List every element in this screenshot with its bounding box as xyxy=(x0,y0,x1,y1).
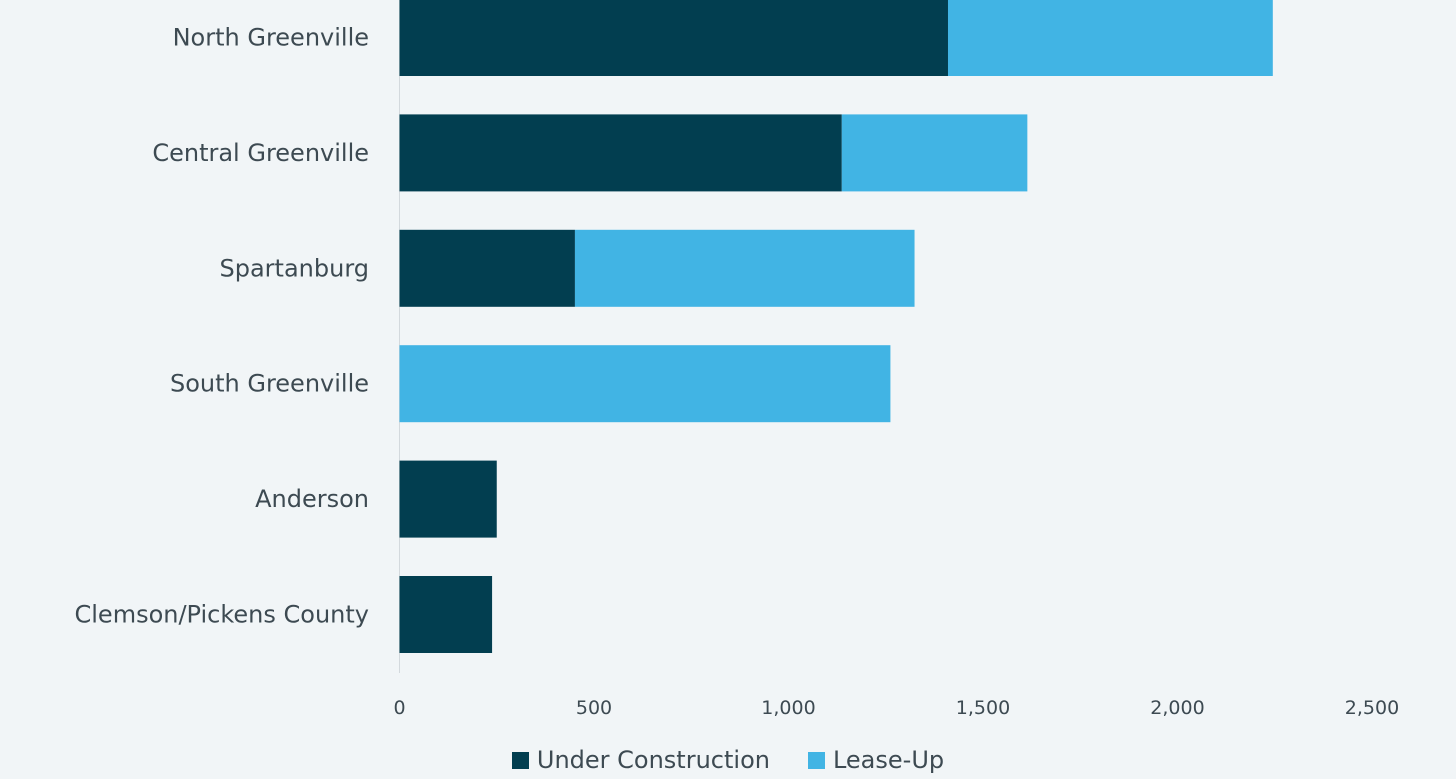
legend-label-lease-up: Lease-Up xyxy=(832,746,945,774)
bar-lease-up-3 xyxy=(399,345,891,423)
x-tick-label-1: 500 xyxy=(576,697,612,719)
category-label-3: South Greenville xyxy=(170,370,369,398)
legend-swatch-lease-up xyxy=(807,751,825,769)
bar-under-construction-1 xyxy=(399,114,842,192)
bars-layer xyxy=(399,0,1273,653)
x-tick-label-4: 2,000 xyxy=(1150,697,1204,719)
category-label-4: Anderson xyxy=(255,485,369,513)
bar-lease-up-0 xyxy=(947,0,1273,76)
category-label-2: Spartanburg xyxy=(220,254,370,282)
x-tick-label-3: 1,500 xyxy=(956,697,1010,719)
category-label-1: Central Greenville xyxy=(152,139,369,167)
category-labels: North Greenville Central Greenville Sparta… xyxy=(75,24,370,629)
bar-under-construction-5 xyxy=(399,576,493,653)
legend-item-lease-up: Lease-Up xyxy=(807,746,945,774)
legend: Under Construction Lease-Up xyxy=(0,746,1456,774)
legend-swatch-under-construction xyxy=(511,751,529,769)
bar-under-construction-0 xyxy=(399,0,948,76)
x-tick-label-2: 1,000 xyxy=(761,697,815,719)
x-tick-label-5: 2,500 xyxy=(1345,697,1399,719)
legend-label-under-construction: Under Construction xyxy=(536,746,770,774)
category-label-5: Clemson/Pickens County xyxy=(75,601,370,629)
bar-lease-up-1 xyxy=(841,114,1028,192)
x-tick-label-0: 0 xyxy=(393,697,405,719)
legend-item-under-construction: Under Construction xyxy=(511,746,770,774)
bar-under-construction-4 xyxy=(399,460,497,538)
bar-lease-up-2 xyxy=(574,229,915,307)
x-tick-labels: 0 500 1,000 1,500 2,000 2,500 xyxy=(393,697,1399,719)
category-label-0: North Greenville xyxy=(173,24,369,52)
bar-under-construction-2 xyxy=(399,229,575,307)
